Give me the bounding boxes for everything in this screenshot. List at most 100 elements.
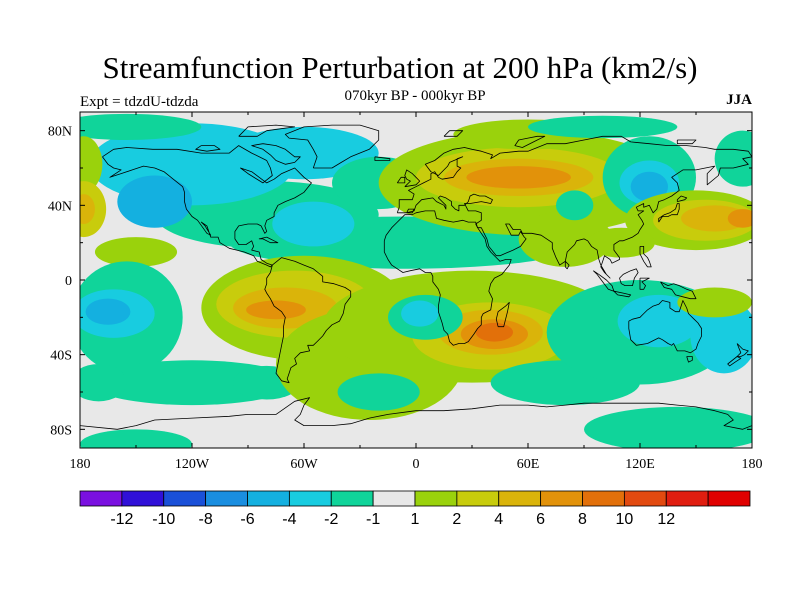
contour-region-51 xyxy=(681,205,749,232)
coastline-13 xyxy=(628,300,702,354)
chart-title: Streamfunction Perturbation at 200 hPa (… xyxy=(102,50,698,85)
contour-region-4 xyxy=(229,126,379,180)
coastline-27 xyxy=(514,135,546,148)
colorbar-label-6: -1 xyxy=(366,511,380,528)
coastline-12 xyxy=(495,301,510,328)
coastline-2 xyxy=(251,143,301,165)
contour-region-55 xyxy=(528,115,678,139)
experiment-label: Expt = tdzdU-tdzda xyxy=(80,94,199,110)
contour-region-7 xyxy=(117,175,192,228)
coastline-15 xyxy=(736,343,749,357)
contour-region-37 xyxy=(677,287,752,318)
x-tick-label-2: 60W xyxy=(290,457,318,472)
x-tick-label-5: 120E xyxy=(625,457,655,472)
colorbar-label-5: -2 xyxy=(324,511,338,528)
coastline-8 xyxy=(396,135,752,279)
y-tick-label-4: 80S xyxy=(50,423,72,438)
colorbar-box-5 xyxy=(288,490,332,507)
colorbar-box-3 xyxy=(205,490,248,507)
y-tick-label-1: 40N xyxy=(48,199,72,214)
coastline-1 xyxy=(284,124,380,169)
contour-region-11 xyxy=(80,194,95,224)
y-tick-label-0: 80N xyxy=(48,125,72,140)
contour-region-47 xyxy=(630,171,668,202)
coastline-17 xyxy=(658,203,680,223)
contour-region-35 xyxy=(617,294,700,348)
contour-region-33 xyxy=(584,406,752,448)
axis-layer: 180 120W 60W 0 60E 120E 180 80N 40N 0 40S 80S xyxy=(48,112,763,472)
coastline-28 xyxy=(443,130,464,137)
contour-region-42 xyxy=(518,210,612,267)
coastline-30 xyxy=(406,208,415,214)
colorbar-box-11 xyxy=(540,490,583,507)
colorbar-box-1 xyxy=(121,490,165,507)
coastline-16 xyxy=(727,356,742,367)
colorbar-box-8 xyxy=(414,490,458,507)
coastline-4 xyxy=(195,145,221,152)
season-label: JJA xyxy=(726,92,752,108)
colorbar-box-15 xyxy=(707,490,751,507)
colorbar-label-8: 2 xyxy=(452,511,461,528)
coastline-6 xyxy=(374,156,391,161)
colorbar-box-9 xyxy=(456,490,500,507)
x-tick-label-4: 60E xyxy=(517,457,540,472)
contour-region-24 xyxy=(337,373,420,411)
contour-region-12 xyxy=(94,237,178,267)
colorbar-box-12 xyxy=(582,490,625,507)
contour-region-44 xyxy=(556,190,594,221)
contour-region-15 xyxy=(85,298,131,325)
coastline-22 xyxy=(660,281,697,300)
contour-region-54 xyxy=(80,364,127,402)
coastline-14 xyxy=(686,356,693,363)
coastline-layer xyxy=(80,124,752,430)
coastline-23 xyxy=(639,245,652,268)
coastline-5 xyxy=(258,236,279,244)
colorbar-label-4: -4 xyxy=(282,511,296,528)
coastline-21 xyxy=(619,268,639,287)
contour-region-53 xyxy=(587,227,655,258)
coastline-10 xyxy=(396,176,406,184)
colorbar-label-9: 4 xyxy=(494,511,503,528)
contour-region-31 xyxy=(401,300,439,327)
colorbar-label-1: -10 xyxy=(152,511,175,528)
field-layer xyxy=(80,112,752,448)
coastline-0 xyxy=(102,145,312,268)
contour-region-17 xyxy=(80,429,192,448)
colorbar-box-6 xyxy=(330,490,374,507)
colorbar-box-7 xyxy=(372,490,416,507)
colorbar-box-13 xyxy=(623,490,667,507)
colorbar-box-2 xyxy=(163,490,207,507)
coastline-25 xyxy=(564,261,570,270)
colorbar-box-4 xyxy=(247,490,290,507)
colorbar-label-3: -6 xyxy=(240,511,254,528)
contour-region-48 xyxy=(714,130,752,187)
colorbar-label-11: 8 xyxy=(578,511,587,528)
colorbar-box-14 xyxy=(665,490,709,507)
colorbar-label-0: -12 xyxy=(110,511,133,528)
colorbar: -12 -10 -8 -6 -4 -2 -1 1 2 4 6 8 10 12 xyxy=(79,490,751,528)
coastline-26 xyxy=(80,397,752,430)
x-tick-label-6: 180 xyxy=(742,457,763,472)
chart-subtitle: 070kyr BP - 000kyr BP xyxy=(344,88,486,104)
coastline-29 xyxy=(676,139,697,145)
contour-region-9 xyxy=(80,136,103,193)
coastline-3 xyxy=(238,124,296,137)
colorbar-label-2: -8 xyxy=(199,511,213,528)
x-tick-label-3: 0 xyxy=(413,457,420,472)
contour-region-29 xyxy=(475,322,514,342)
coastline-24 xyxy=(639,277,650,290)
colorbar-label-13: 12 xyxy=(657,511,675,528)
colorbar-box-10 xyxy=(498,490,542,507)
x-tick-label-0: 180 xyxy=(70,457,91,472)
coastline-11 xyxy=(383,210,512,346)
contour-region-36 xyxy=(690,298,752,374)
contour-region-52 xyxy=(727,209,752,228)
colorbar-label-10: 6 xyxy=(536,511,545,528)
coastline-18 xyxy=(676,195,688,202)
y-tick-label-3: 40S xyxy=(50,349,72,364)
coastline-20 xyxy=(613,290,632,298)
coastline-7 xyxy=(264,257,352,384)
contour-region-22 xyxy=(246,300,306,320)
x-tick-label-1: 120W xyxy=(175,457,210,472)
